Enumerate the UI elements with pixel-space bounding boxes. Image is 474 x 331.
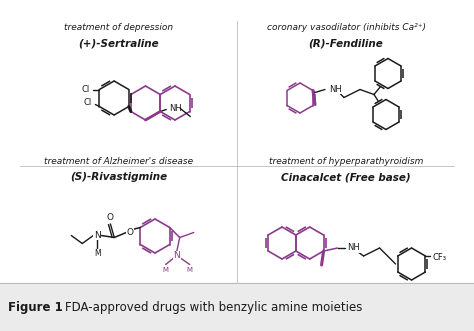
Text: M: M bbox=[187, 266, 193, 272]
Text: Cl: Cl bbox=[81, 85, 90, 94]
Bar bbox=[0, 283, 474, 331]
Text: treatment of depression: treatment of depression bbox=[64, 23, 173, 32]
Text: N: N bbox=[173, 251, 180, 260]
Text: N: N bbox=[94, 231, 100, 240]
Text: (S)-Rivastigmine: (S)-Rivastigmine bbox=[70, 172, 167, 182]
Text: NH: NH bbox=[169, 104, 182, 113]
Text: CF₃: CF₃ bbox=[432, 254, 447, 262]
Text: (+)-Sertraline: (+)-Sertraline bbox=[78, 38, 159, 48]
Text: Cinacalcet (Free base): Cinacalcet (Free base) bbox=[281, 172, 411, 182]
Text: Figure 1: Figure 1 bbox=[8, 301, 63, 313]
Text: (R)-Fendiline: (R)-Fendiline bbox=[309, 38, 383, 48]
Text: O: O bbox=[127, 228, 134, 237]
Text: O: O bbox=[107, 213, 114, 222]
Text: NH: NH bbox=[347, 244, 360, 253]
Text: treatment of hyperparathyroidism: treatment of hyperparathyroidism bbox=[269, 157, 423, 166]
Text: NH: NH bbox=[329, 85, 342, 94]
Text: M: M bbox=[94, 249, 100, 258]
Text: Cl: Cl bbox=[83, 98, 91, 107]
Text: FDA-approved drugs with benzylic amine moieties: FDA-approved drugs with benzylic amine m… bbox=[65, 301, 363, 313]
Text: M: M bbox=[163, 266, 169, 272]
Text: treatment of Alzheimer's disease: treatment of Alzheimer's disease bbox=[44, 157, 193, 166]
Text: coronary vasodilator (inhibits Ca²⁺): coronary vasodilator (inhibits Ca²⁺) bbox=[266, 23, 426, 32]
